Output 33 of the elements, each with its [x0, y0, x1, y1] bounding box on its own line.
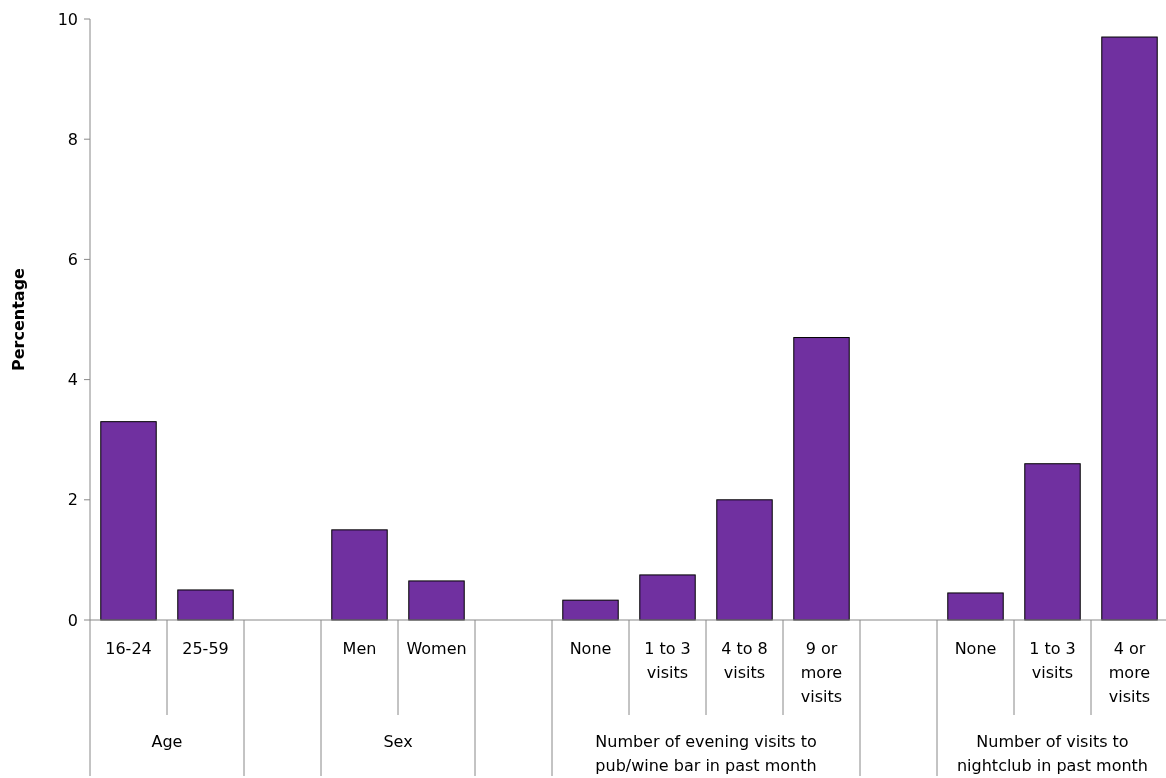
x-tick-label: 9 or more visits: [800, 639, 843, 706]
bar: [562, 599, 619, 621]
y-tick-label: 2: [67, 490, 78, 510]
bar: [100, 421, 157, 621]
bar: [331, 529, 388, 621]
x-tick-label: Women: [406, 639, 467, 658]
text: Sex: [383, 732, 413, 751]
y-axis-title: Percentage: [9, 267, 28, 371]
x-tick-label: 4 to 8 visits: [721, 639, 768, 682]
bar: [639, 574, 696, 621]
bar: [408, 580, 465, 621]
y-tick-label: 8: [67, 129, 78, 149]
bar: [177, 589, 234, 621]
bar: [716, 499, 773, 621]
text: Age: [151, 732, 183, 751]
x-tick-label: 16-24: [105, 639, 152, 658]
x-tick-label: 1 to 3 visits: [644, 639, 691, 682]
x-tick-label: None: [954, 639, 997, 658]
x-tick-label: 1 to 3 visits: [1029, 639, 1076, 682]
y-tick-label: 6: [67, 250, 78, 269]
x-tick-label: None: [569, 639, 612, 658]
bar: [1024, 463, 1081, 621]
x-tick-label: 4 or more visits: [1108, 639, 1151, 706]
text: Number of visits to nightclub in past month: [956, 732, 1149, 775]
x-tick-label: 25-59: [182, 639, 229, 658]
bar: [947, 592, 1004, 621]
x-tick-label: Men: [342, 639, 377, 658]
bar: [1101, 36, 1158, 621]
y-tick-label: 0: [67, 610, 78, 630]
y-tick-label: 4: [67, 370, 78, 390]
y-tick-label: 10: [57, 9, 78, 29]
text: Number of evening visits to pub/wine bar in past month: [595, 732, 817, 775]
bar: [793, 337, 850, 621]
